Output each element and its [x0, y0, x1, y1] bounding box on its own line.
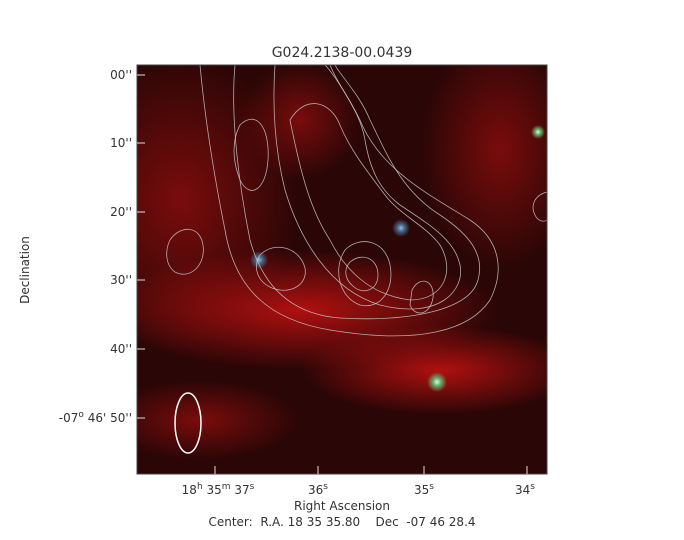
y-tick-labels: 00'' 10'' 20'' 30'' 40'' -07o 46' 50'' — [59, 68, 132, 425]
tick-label: 20'' — [110, 205, 132, 219]
tick-label-part: 20'' — [110, 205, 132, 219]
tick-label-part: 40'' — [110, 342, 132, 356]
y-axis-label: Declination — [18, 236, 32, 304]
tick-label: 34s — [515, 482, 535, 497]
tick-label-part: -07 — [59, 411, 79, 425]
tick-label-part: 37 — [231, 483, 250, 497]
tick-label-part: o — [78, 410, 84, 420]
tick-label: 10'' — [110, 136, 132, 150]
tick-label-part: 10'' — [110, 136, 132, 150]
tick-label: 00'' — [110, 68, 132, 82]
ticks — [137, 74, 528, 474]
tick-label: 35s — [414, 482, 434, 497]
tick-label: 40'' — [110, 342, 132, 356]
tick-label-part: 35 — [414, 483, 429, 497]
tick-label-part: 46' 50'' — [84, 411, 132, 425]
tick-label: 18h 35m 37s — [182, 482, 255, 497]
image — [137, 65, 547, 474]
tick-label: 30'' — [110, 273, 132, 287]
footer: Center: R.A. 18 35 35.80 Dec -07 46 28.4 — [208, 515, 475, 529]
tick-label-part: h — [197, 482, 203, 492]
tick-label-part: s — [429, 482, 434, 492]
x-axis-label: Right Ascension — [294, 499, 390, 513]
tick-label-part: 30'' — [110, 273, 132, 287]
beam — [174, 392, 202, 454]
tick-label: 36s — [308, 482, 328, 497]
tick-label-part: s — [250, 482, 255, 492]
tick-label-part: 34 — [515, 483, 530, 497]
tick-label: -07o 46' 50'' — [59, 410, 132, 425]
tick-label-part: 35 — [203, 483, 222, 497]
title: G024.2138-00.0439 — [272, 45, 413, 61]
tick-label-part: 18 — [182, 483, 197, 497]
tick-label-part: 00'' — [110, 68, 132, 82]
plot-frame — [136, 64, 548, 475]
tick-label-part: s — [323, 482, 328, 492]
x-tick-labels: 18h 35m 37s 36s 35s 34s — [182, 482, 536, 497]
tick-label-part: 36 — [308, 483, 323, 497]
tick-label-part: m — [222, 482, 231, 492]
tick-label-part: s — [530, 482, 535, 492]
